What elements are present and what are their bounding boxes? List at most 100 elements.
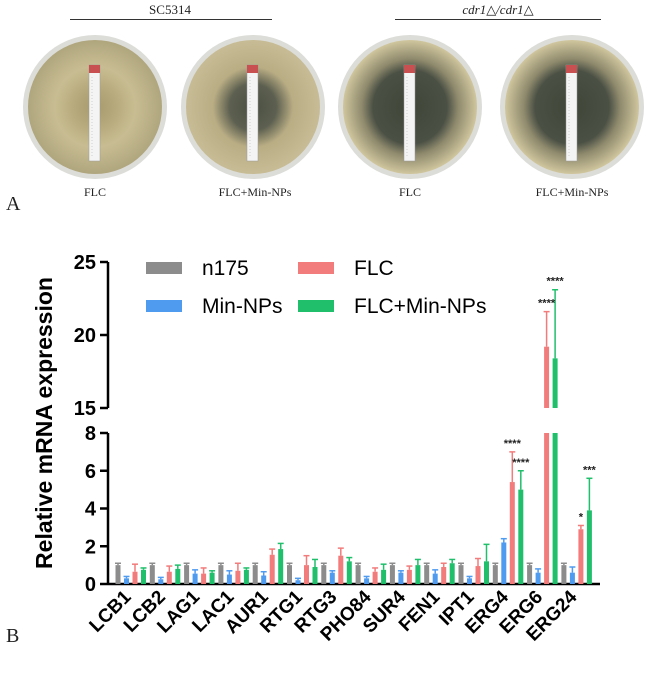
bar-min-nps-rtg1 [295,580,301,584]
y-tick-label-lower: 2 [85,536,96,558]
bar-flc-min-nps-ipt1 [484,561,489,584]
legend-swatch-min-nps [146,300,182,312]
significance-label: **** [547,276,565,288]
bar-flc-min-nps-rtg3 [346,561,352,584]
legend-swatch-n175 [146,262,182,274]
bar-n175-lac1 [218,565,224,584]
plate-4 [500,35,644,179]
bar-n175-lcb2 [149,565,155,584]
bar-flc-min-nps-pho84 [381,569,387,584]
bar-flc-lag1 [201,573,207,584]
bar-flc-min-nps-rtg1 [312,567,318,584]
x-tick-label-fen1: FEN1 [395,586,444,635]
plate-3 [338,35,482,179]
y-tick-label-upper: 20 [74,325,96,347]
bar-min-nps-lcb2 [158,579,164,584]
bar-flc-erg24 [578,529,584,584]
bar-flc-lcb2 [166,571,172,584]
panel-a: SC5314 cdr1△/cdr1△ [0,0,650,225]
y-tick-label-upper: 25 [74,252,96,274]
bar-n175-lcb1 [115,565,121,584]
significance-label: **** [538,298,556,310]
bar-min-nps-erg4 [501,542,507,584]
bar-flc-min-nps-erg6 [552,433,558,584]
bar-flc-lac1 [235,570,241,584]
bar-n175-rtg1 [287,565,292,584]
bar-flc-min-nps-lag1 [209,572,215,584]
plate-label-2: FLC+Min-NPs [218,185,292,199]
y-tick-label-upper: 15 [74,398,96,420]
bar-n175-aur1 [252,565,258,584]
legend-swatch-flc [298,262,334,274]
bar-min-nps-fen1 [432,573,438,584]
bar-flc-min-nps-lcb1 [141,569,146,584]
legend-label-flc-min-nps: FLC+Min-NPs [354,295,486,318]
bar-flc-lcb1 [132,571,138,584]
strain-label-sc5314: SC5314 [149,2,191,17]
bar-flc-min-nps-fen1 [449,563,455,584]
legend-label-n175: n175 [202,257,249,280]
bar-flc-min-nps-erg6 [552,358,558,408]
bar-flc-rtg3 [338,555,344,584]
strain-label-cdr1: cdr1△/cdr1△ [462,2,534,17]
significance-label: **** [512,457,530,469]
bar-min-nps-rtg3 [329,572,335,584]
bar-min-nps-ipt1 [467,578,472,584]
bar-min-nps-pho84 [364,578,370,584]
bar-min-nps-sur4 [398,572,404,584]
panel-letter-a: A [6,193,21,215]
bar-flc-ipt1 [475,566,481,584]
bar-n175-lag1 [184,565,190,584]
bar-n175-erg24 [561,565,567,584]
bar-flc-erg4 [509,482,515,584]
bar-flc-erg6 [544,433,550,584]
y-tick-label-lower: 8 [85,423,96,445]
bar-flc-erg6 [544,346,550,408]
bar-min-nps-erg24 [569,572,575,584]
significance-label: * [579,511,584,523]
plate-label-3: FLC [398,185,421,199]
panel-letter-b: B [6,625,20,647]
bar-n175-ipt1 [458,565,464,584]
bar-flc-aur1 [269,554,275,584]
legend-label-flc: FLC [354,257,394,280]
bar-flc-min-nps-erg4 [518,489,524,584]
legend-swatch-flc-min-nps [298,300,334,312]
y-tick-label-lower: 0 [85,574,96,596]
panel-b: B 0 2 4 6 8 15 20 25 Relative mRNA expression LCB… [0,225,650,675]
bar-min-nps-aur1 [261,575,267,584]
significance-label: **** [504,438,522,450]
y-tick-label-lower: 4 [85,499,97,521]
plates-image [23,35,644,179]
bar-n175-pho84 [355,565,361,584]
bar-n175-erg6 [527,565,533,584]
bar-min-nps-lcb1 [124,578,129,584]
bar-flc-min-nps-sur4 [415,565,421,584]
significance-label: *** [583,464,597,476]
bar-n175-sur4 [389,565,395,584]
bar-flc-min-nps-aur1 [278,549,284,584]
bar-min-nps-lag1 [192,573,198,584]
bar-flc-min-nps-lcb2 [175,568,181,584]
plate-label-4: FLC+Min-NPs [535,185,609,199]
bar-flc-pho84 [372,571,378,584]
bar-n175-erg4 [492,565,498,584]
strain-underline-sc5314 [70,19,272,20]
bar-n175-rtg3 [321,565,327,584]
legend-label-min-nps: Min-NPs [202,295,283,318]
bar-min-nps-lac1 [226,574,232,584]
plate-1 [23,35,167,179]
y-tick-label-lower: 6 [85,461,96,483]
bar-n175-fen1 [424,565,430,584]
bar-flc-fen1 [441,567,447,584]
bar-flc-min-nps-erg24 [586,510,592,584]
strain-underline-cdr1 [395,19,601,20]
plate-2 [181,35,325,179]
bar-flc-sur4 [406,569,412,584]
plate-label-1: FLC [83,185,106,199]
bar-flc-rtg1 [304,565,309,584]
bar-flc-min-nps-lac1 [243,569,249,584]
y-axis-label: Relative mRNA expression [31,277,57,569]
bar-min-nps-erg6 [535,572,541,584]
